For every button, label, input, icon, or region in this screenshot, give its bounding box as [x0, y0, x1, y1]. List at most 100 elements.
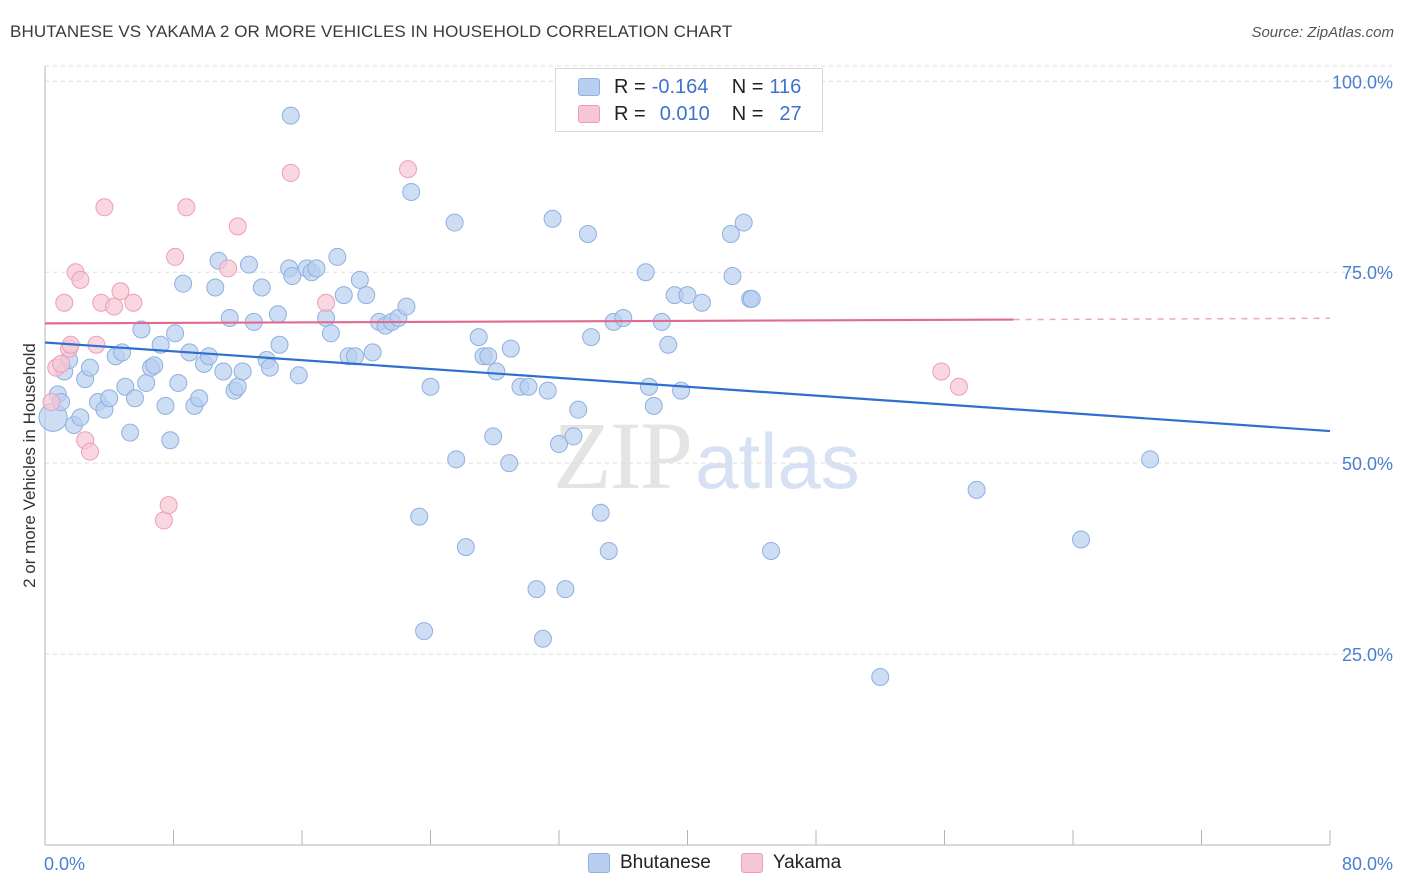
bhutanese-point: [317, 309, 336, 328]
bhutanese-point: [639, 377, 658, 396]
bhutanese-point: [80, 358, 99, 377]
bhutanese-point: [659, 335, 678, 354]
bhutanese-point: [479, 347, 498, 366]
bhutanese-point: [721, 225, 740, 244]
legend-r-label: R =: [614, 102, 646, 125]
trend-lines: [44, 317, 1331, 433]
y-tick-label: 75.0%: [1342, 263, 1393, 283]
bhutanese-point: [289, 366, 308, 385]
legend-swatch-bhutanese: [578, 78, 600, 96]
yakama-point: [124, 293, 143, 312]
bhutanese-point: [233, 362, 252, 381]
yakama-point: [52, 354, 71, 373]
bhutanese-point: [206, 278, 225, 297]
series-swatch-yakama: [740, 853, 763, 873]
bhutanese-point: [469, 328, 488, 347]
bhutanese-point: [174, 274, 193, 293]
series-legend-bhutanese[interactable]: Bhutanese: [588, 852, 711, 874]
bhutanese-point: [328, 247, 347, 266]
bhutanese-point: [723, 267, 742, 286]
bhutanese-point: [742, 289, 761, 308]
yakama-point: [105, 297, 124, 316]
bhutanese-point: [734, 213, 753, 232]
bhutanese-point: [228, 377, 247, 396]
yakama-point: [42, 393, 61, 412]
bhutanese-point: [1072, 530, 1091, 549]
legend-swatch-yakama: [578, 105, 600, 123]
bhutanese-point: [132, 320, 151, 339]
bhutanese-point: [100, 389, 119, 408]
bhutanese-point: [260, 358, 279, 377]
bhutanese-point: [357, 286, 376, 305]
legend-r-label: R =: [614, 75, 646, 98]
bhutanese-point: [415, 622, 434, 641]
yakama-point: [219, 259, 238, 278]
bhutanese-point: [214, 362, 233, 381]
x-tick-label: 0.0%: [44, 854, 85, 874]
yakama-points: [42, 160, 968, 530]
bhutanese-point: [500, 454, 519, 473]
yakama-point: [166, 247, 185, 266]
bhutanese-point: [636, 263, 655, 282]
yakama-trend-line: [44, 318, 1014, 325]
bhutanese-point: [151, 335, 170, 354]
bhutanese-point: [125, 389, 144, 408]
bhutanese-point: [543, 209, 562, 228]
bhutanese-point: [421, 377, 440, 396]
watermark-zip: ZIP: [553, 402, 693, 509]
y-tick-label: 50.0%: [1342, 454, 1393, 474]
bhutanese-point: [283, 267, 302, 286]
bhutanese-point: [484, 427, 503, 446]
bhutanese-point: [591, 503, 610, 522]
series-label-yakama: Yakama: [772, 852, 842, 873]
bhutanese-point: [762, 541, 781, 560]
bhutanese-point: [156, 396, 175, 415]
yakama-point: [154, 511, 173, 530]
bhutanese-point: [410, 507, 429, 526]
bhutanese-point: [487, 362, 506, 381]
legend-n-value-yakama: 27: [779, 102, 802, 125]
bhutanese-point: [445, 213, 464, 232]
yakama-point: [55, 293, 74, 312]
bhutanese-point: [550, 435, 568, 454]
bhutanese-point: [533, 629, 552, 648]
yakama-point: [399, 160, 418, 179]
series-swatch-bhutanese: [588, 853, 610, 873]
bhutanese-point: [121, 423, 140, 442]
bhutanese-point: [538, 381, 557, 400]
bhutanese-point: [166, 324, 185, 343]
legend-n-label: N =: [731, 75, 764, 98]
bhutanese-point: [281, 106, 300, 125]
bhutanese-point: [556, 580, 575, 599]
bhutanese-point: [582, 328, 601, 347]
bhutanese-point: [501, 339, 520, 358]
yakama-point: [95, 198, 114, 217]
bhutanese-point: [447, 450, 466, 469]
bhutanese-point: [456, 538, 475, 557]
bhutanese-point: [137, 373, 156, 392]
bhutanese-point: [578, 225, 597, 244]
bhutanese-point: [169, 373, 188, 392]
bhutanese-point: [1141, 450, 1160, 469]
bhutanese-point: [346, 347, 365, 366]
legend-n-value-bhutanese: 116: [769, 75, 802, 98]
bhutanese-point: [692, 293, 711, 312]
bhutanese-point: [321, 324, 340, 343]
axes: [44, 66, 1331, 846]
yakama-point: [71, 270, 90, 289]
series-legend-yakama[interactable]: Yakama: [740, 852, 842, 874]
series-legend: Bhutanese Yakama: [588, 852, 871, 874]
yakama-point: [80, 442, 99, 461]
y-tick-label: 100.0%: [1332, 72, 1393, 92]
bhutanese-point: [199, 347, 218, 366]
bhutanese-point: [334, 286, 353, 305]
bhutanese-point: [569, 400, 588, 419]
correlation-legend: R = -0.164 N = 116 R = 0.010 N = 27: [555, 68, 823, 132]
series-label-bhutanese: Bhutanese: [620, 852, 711, 873]
bhutanese-point: [599, 541, 618, 560]
tick-labels: 25.0% 50.0% 75.0% 100.0% 0.0% 80.0% 2 or more …: [20, 72, 1393, 874]
bhutanese-point: [402, 183, 421, 202]
x-tick-label: 80.0%: [1342, 854, 1393, 874]
bhutanese-point: [967, 480, 986, 499]
